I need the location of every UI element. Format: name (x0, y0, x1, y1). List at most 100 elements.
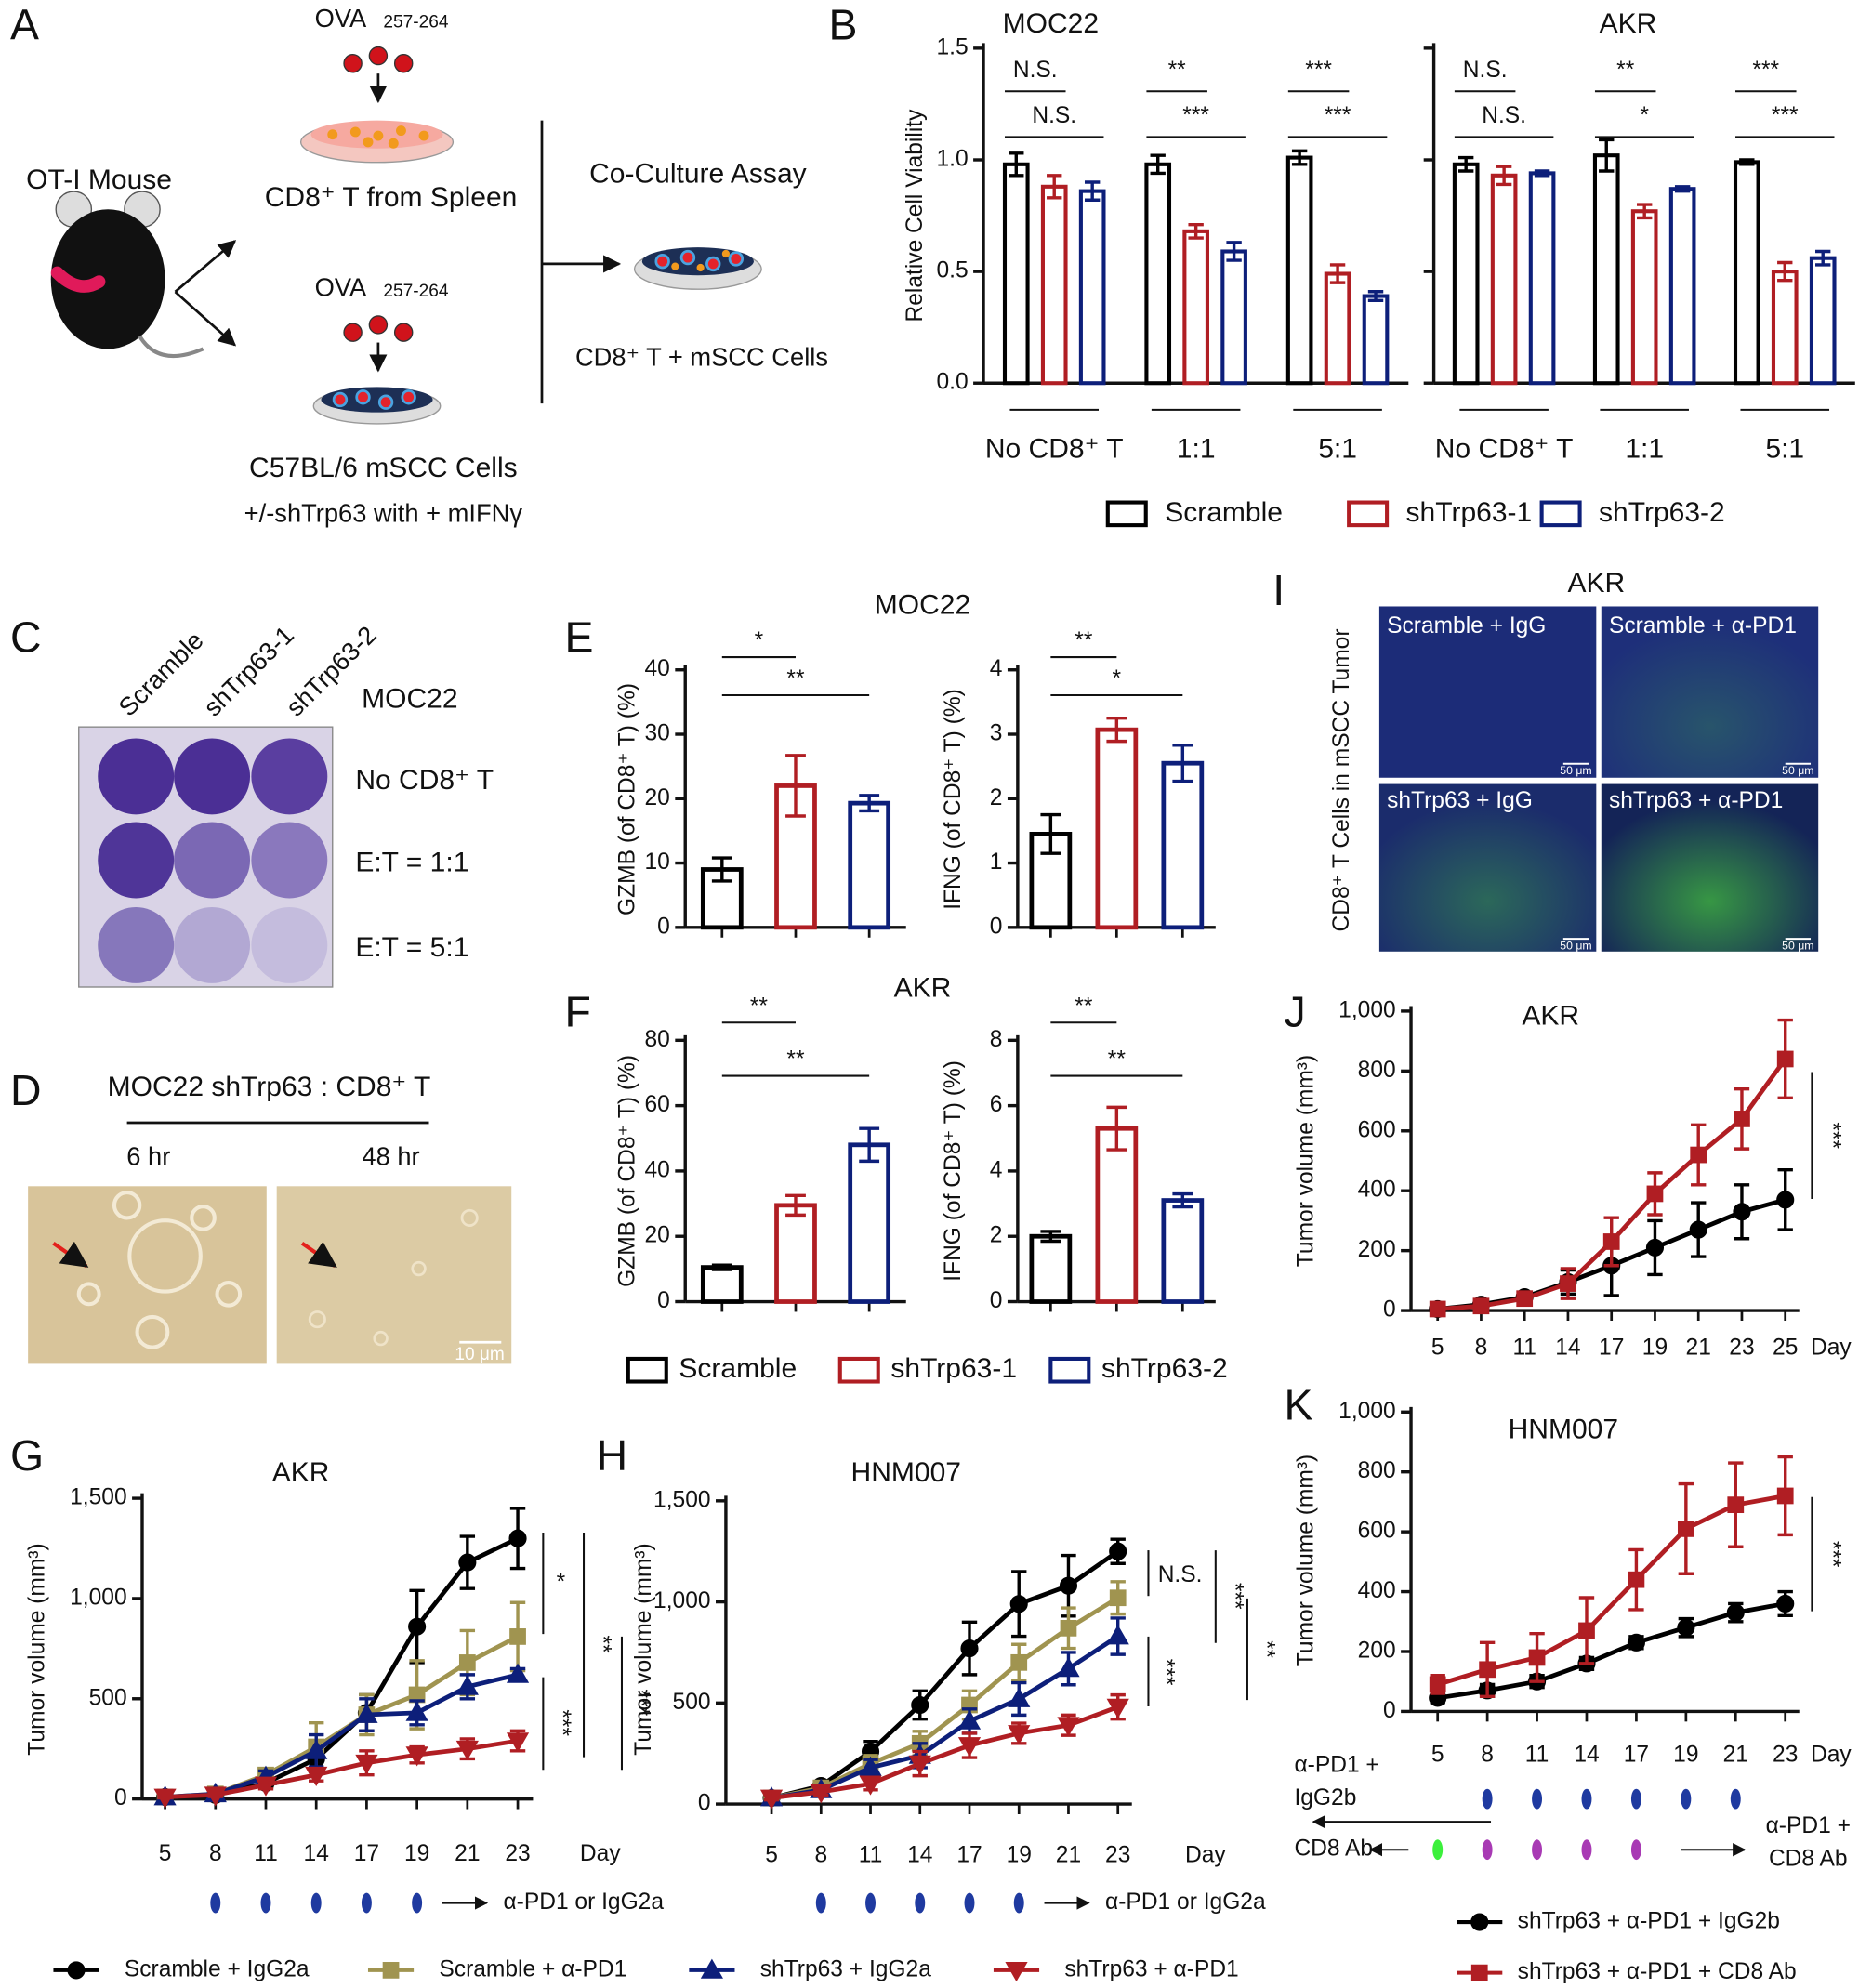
marker (859, 1775, 882, 1796)
chart-title: AKR (1522, 1001, 1579, 1032)
marker (153, 1788, 177, 1809)
y-tick-label: 0 (1383, 1698, 1396, 1723)
marker (455, 1740, 479, 1760)
marker (1106, 1625, 1129, 1645)
x-tick-label: 23 (1729, 1336, 1754, 1361)
significance-label: *** (628, 1690, 653, 1717)
legend-swatch (1105, 500, 1148, 528)
y-axis-label: GZMB (of CD8⁺ T) (%) (614, 683, 639, 915)
y-tick-label: 500 (89, 1685, 127, 1710)
marker (1472, 1297, 1490, 1315)
y-tick-label: 0 (990, 914, 1003, 939)
bar (1095, 727, 1139, 930)
y-tick-label: 1 (990, 849, 1003, 875)
x-tick-label: 5 (765, 1843, 778, 1868)
y-axis-label: Tumor volume (mm³) (631, 1543, 656, 1755)
legend-swatch (626, 1356, 668, 1384)
y-tick-label: 1,500 (653, 1487, 710, 1512)
marker (1734, 1111, 1750, 1127)
dose-dot (1630, 1788, 1641, 1810)
micrograph (1378, 606, 1597, 778)
y-tick-label: 40 (645, 656, 670, 681)
panel-label: J (1285, 987, 1306, 1035)
y-tick-label: 20 (645, 785, 670, 810)
marker (1578, 1622, 1595, 1639)
panel-label: H (597, 1431, 628, 1480)
dosing-label: α-PD1 + (1294, 1753, 1378, 1778)
panel-label: G (10, 1431, 44, 1480)
x-tick-label: 14 (304, 1841, 329, 1866)
legend-swatch (1048, 1356, 1091, 1384)
marker (1646, 1185, 1664, 1203)
x-tick-label: 23 (1773, 1743, 1798, 1768)
dosing-label: α-PD1 or IgG2a (1105, 1889, 1266, 1915)
x-tick-label: 5 (1431, 1336, 1444, 1361)
significance-label: *** (1819, 1122, 1844, 1149)
bar (1452, 162, 1480, 386)
marker (305, 1739, 328, 1759)
significance-label: *** (1221, 1583, 1246, 1610)
legend-label: shTrp63-2 (1599, 497, 1725, 528)
marker (1008, 1687, 1031, 1707)
y-axis-label: Tumor volume (mm³) (25, 1543, 50, 1755)
legend-label: shTrp63-1 (1406, 497, 1533, 528)
time-label: 6 hr (126, 1141, 170, 1170)
x-tick-label: 25 (1773, 1336, 1798, 1361)
ova-label: OVA (315, 272, 367, 301)
significance-label: * (557, 1570, 566, 1595)
dose-dot (1013, 1892, 1024, 1914)
marker (458, 1553, 477, 1572)
y-axis-label: IFNG (of CD8⁺ T) (%) (941, 1060, 966, 1282)
row-label: E:T = 5:1 (355, 932, 468, 963)
legend-label: shTrp63-1 (890, 1353, 1017, 1384)
marker (455, 1675, 479, 1695)
x-tick-label: 19 (1642, 1336, 1668, 1361)
marker (405, 1701, 428, 1721)
y-tick-label: 1.0 (936, 146, 968, 171)
legend-label: shTrp63 + IgG2a (760, 1956, 931, 1981)
bar (1592, 153, 1620, 386)
marker (1009, 1595, 1028, 1613)
scale-label: 50 μm (1782, 764, 1813, 777)
y-tick-label: 800 (1358, 1458, 1396, 1483)
wells (98, 738, 328, 983)
bar (1161, 760, 1205, 930)
series-line (771, 1705, 1119, 1800)
y-tick-label: 500 (673, 1690, 711, 1715)
dose-dot (964, 1892, 975, 1914)
marker (405, 1746, 428, 1767)
d-title: MOC22 shTrp63 : CD8⁺ T (108, 1072, 431, 1102)
chart-title: HNM007 (1509, 1415, 1618, 1445)
y-tick-label: 1,000 (653, 1588, 710, 1613)
legend-marker (1005, 1962, 1028, 1982)
y-tick-label: 200 (1358, 1237, 1396, 1262)
x-tick-label: No CD8⁺ T (1435, 434, 1574, 465)
cells (76, 1191, 243, 1349)
x-axis-label: Day (580, 1841, 621, 1866)
marker (1627, 1633, 1645, 1652)
y-tick-label: 0.5 (936, 258, 968, 283)
x-tick-label: 8 (1481, 1743, 1494, 1768)
panel-label: D (10, 1066, 42, 1114)
x-tick-label: 5:1 (1765, 434, 1804, 465)
significance-label: N.S. (1032, 103, 1076, 128)
dose-dot (1581, 1839, 1592, 1861)
dose-dot (210, 1892, 221, 1914)
significance-label: ** (786, 1047, 805, 1073)
y-axis-label: IFNG (of CD8⁺ T) (%) (941, 689, 966, 910)
chart-title: AKR (272, 1457, 330, 1488)
chart-title: HNM007 (851, 1457, 961, 1488)
panel-c: Scramble shTrp63-1 shTrp63-2 MOC22 No CD… (78, 620, 494, 988)
significance-label: N.S. (1158, 1562, 1203, 1587)
ova-sub: 257-264 (383, 282, 449, 301)
bar (848, 800, 891, 930)
y-tick-label: 400 (1358, 1578, 1396, 1603)
chart-title: AKR (1600, 8, 1657, 39)
marker (810, 1784, 833, 1804)
marker (506, 1663, 530, 1683)
y-tick-label: 1.5 (936, 34, 968, 59)
chart-title: MOC22 (875, 589, 970, 620)
marker (1733, 1203, 1751, 1221)
bar (1182, 229, 1209, 386)
x-tick-label: 1:1 (1177, 434, 1216, 465)
